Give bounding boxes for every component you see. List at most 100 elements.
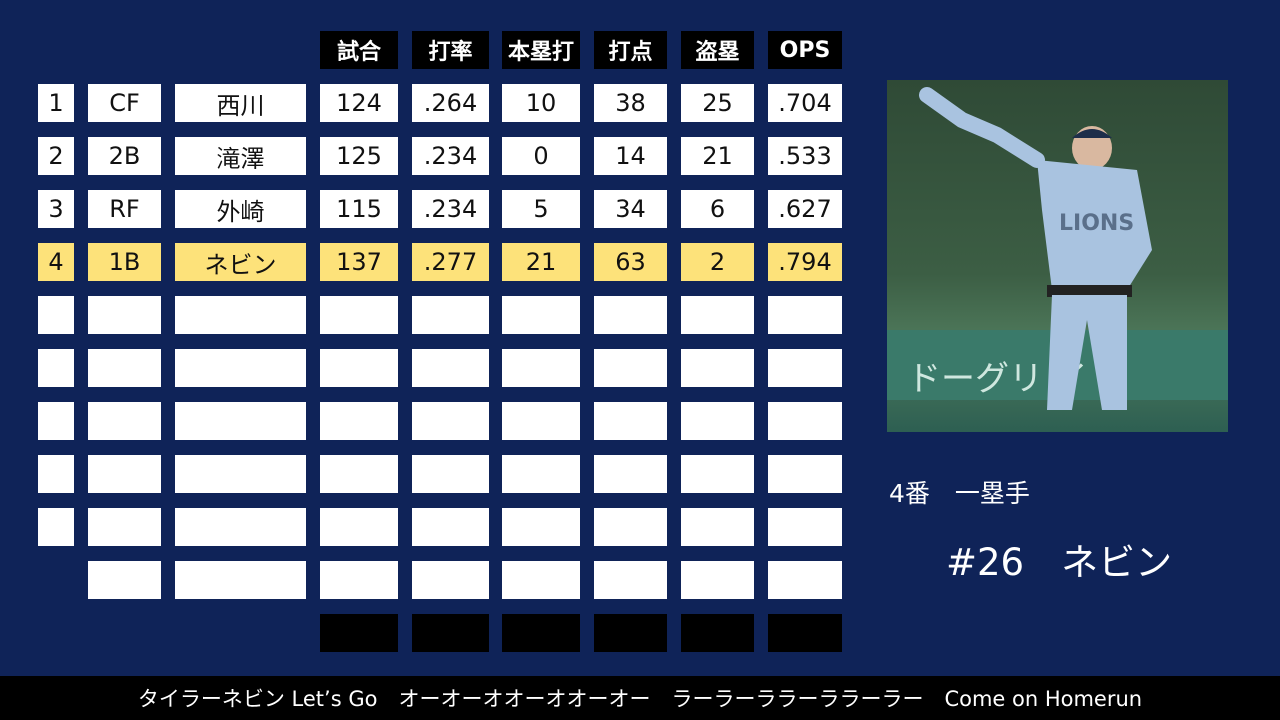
- header-hr: 本塁打: [502, 31, 580, 69]
- player-name-cell: 滝澤: [175, 137, 306, 175]
- stat-ops-cell: .794: [768, 243, 842, 281]
- batting-order-cell: [38, 349, 74, 387]
- position-cell: [88, 561, 161, 599]
- stat-ops-cell: [768, 349, 842, 387]
- header-rbi: 打点: [594, 31, 667, 69]
- stat-avg-cell: .234: [412, 137, 489, 175]
- stat-sb-cell: [681, 455, 754, 493]
- stat-avg-cell: [412, 508, 489, 546]
- stat-ops-cell: [768, 296, 842, 334]
- stat-hr-cell: 10: [502, 84, 580, 122]
- stat-sb-cell: 2: [681, 243, 754, 281]
- stat-sb-cell: 6: [681, 190, 754, 228]
- stat-hr-cell: [502, 296, 580, 334]
- stat-games-cell: [320, 402, 398, 440]
- stat-games-cell: [320, 561, 398, 599]
- pitcher-stat-ops-cell: [768, 614, 842, 652]
- stat-avg-cell: [412, 561, 489, 599]
- stat-hr-cell: 21: [502, 243, 580, 281]
- batting-order-cell: 1: [38, 84, 74, 122]
- position-cell: [88, 455, 161, 493]
- header-ops: OPS: [768, 31, 842, 69]
- stat-games-cell: [320, 455, 398, 493]
- player-name-cell: [175, 455, 306, 493]
- player-name-cell: [175, 402, 306, 440]
- batting-order-position: 4番 一塁手: [889, 479, 1030, 508]
- batter-celebrating-image: ドーグリ イト LIONS: [887, 87, 1228, 410]
- player-name-cell: 外崎: [175, 190, 306, 228]
- stat-avg-cell: [412, 402, 489, 440]
- stat-rbi-cell: [594, 296, 667, 334]
- stat-sb-cell: [681, 561, 754, 599]
- stat-ops-cell: [768, 508, 842, 546]
- stat-sb-cell: 25: [681, 84, 754, 122]
- stat-ops-cell: .704: [768, 84, 842, 122]
- player-name-cell: [175, 349, 306, 387]
- stat-hr-cell: [502, 349, 580, 387]
- position-cell: [88, 508, 161, 546]
- batting-order-cell: [38, 296, 74, 334]
- player-name-cell: 西川: [175, 84, 306, 122]
- stat-avg-cell: [412, 455, 489, 493]
- svg-text:LIONS: LIONS: [1059, 211, 1134, 236]
- player-name-cell: ネビン: [175, 243, 306, 281]
- pitcher-stat-sb-cell: [681, 614, 754, 652]
- position-cell: [88, 402, 161, 440]
- stat-rbi-cell: 14: [594, 137, 667, 175]
- position-cell: [88, 349, 161, 387]
- cheer-song-caption: タイラーネビン Let’s Go オーオーオオーオオーオー ラーラーララーララー…: [0, 676, 1280, 720]
- position-cell: 1B: [88, 243, 161, 281]
- stat-games-cell: [320, 349, 398, 387]
- pitcher-stat-games-cell: [320, 614, 398, 652]
- stat-ops-cell: .627: [768, 190, 842, 228]
- player-name-cell: [175, 296, 306, 334]
- stat-avg-cell: .277: [412, 243, 489, 281]
- pitcher-stat-avg-cell: [412, 614, 489, 652]
- batting-order-cell: 4: [38, 243, 74, 281]
- position-cell: CF: [88, 84, 161, 122]
- stat-games-cell: 115: [320, 190, 398, 228]
- player-photo: ドーグリ イト LIONS: [887, 80, 1228, 432]
- stat-avg-cell: .234: [412, 190, 489, 228]
- stat-rbi-cell: [594, 508, 667, 546]
- stat-rbi-cell: 34: [594, 190, 667, 228]
- stat-avg-cell: .264: [412, 84, 489, 122]
- stat-rbi-cell: [594, 349, 667, 387]
- svg-text:ドーグリ イト: ドーグリ イト: [907, 359, 1122, 399]
- stat-sb-cell: 21: [681, 137, 754, 175]
- stat-hr-cell: [502, 508, 580, 546]
- stat-rbi-cell: 63: [594, 243, 667, 281]
- stat-games-cell: 137: [320, 243, 398, 281]
- stat-hr-cell: [502, 455, 580, 493]
- batting-order-cell: 3: [38, 190, 74, 228]
- stat-rbi-cell: 38: [594, 84, 667, 122]
- batting-order-cell: [38, 508, 74, 546]
- batting-order-cell: [38, 402, 74, 440]
- stat-hr-cell: 0: [502, 137, 580, 175]
- player-name-cell: [175, 508, 306, 546]
- header-games: 試合: [320, 31, 398, 69]
- stat-rbi-cell: [594, 455, 667, 493]
- position-cell: RF: [88, 190, 161, 228]
- pitcher-stat-hr-cell: [502, 614, 580, 652]
- stat-hr-cell: [502, 402, 580, 440]
- stat-hr-cell: 5: [502, 190, 580, 228]
- stat-games-cell: [320, 508, 398, 546]
- stat-sb-cell: [681, 402, 754, 440]
- stat-sb-cell: [681, 508, 754, 546]
- stat-avg-cell: [412, 296, 489, 334]
- stat-sb-cell: [681, 296, 754, 334]
- stat-ops-cell: [768, 561, 842, 599]
- stat-hr-cell: [502, 561, 580, 599]
- header-avg: 打率: [412, 31, 489, 69]
- player-number-name: #26 ネビン: [946, 541, 1173, 584]
- batting-order-cell: [38, 455, 74, 493]
- stat-sb-cell: [681, 349, 754, 387]
- stat-ops-cell: .533: [768, 137, 842, 175]
- header-sb: 盗塁: [681, 31, 754, 69]
- stat-ops-cell: [768, 402, 842, 440]
- stat-games-cell: [320, 296, 398, 334]
- position-cell: 2B: [88, 137, 161, 175]
- stat-ops-cell: [768, 455, 842, 493]
- stat-games-cell: 125: [320, 137, 398, 175]
